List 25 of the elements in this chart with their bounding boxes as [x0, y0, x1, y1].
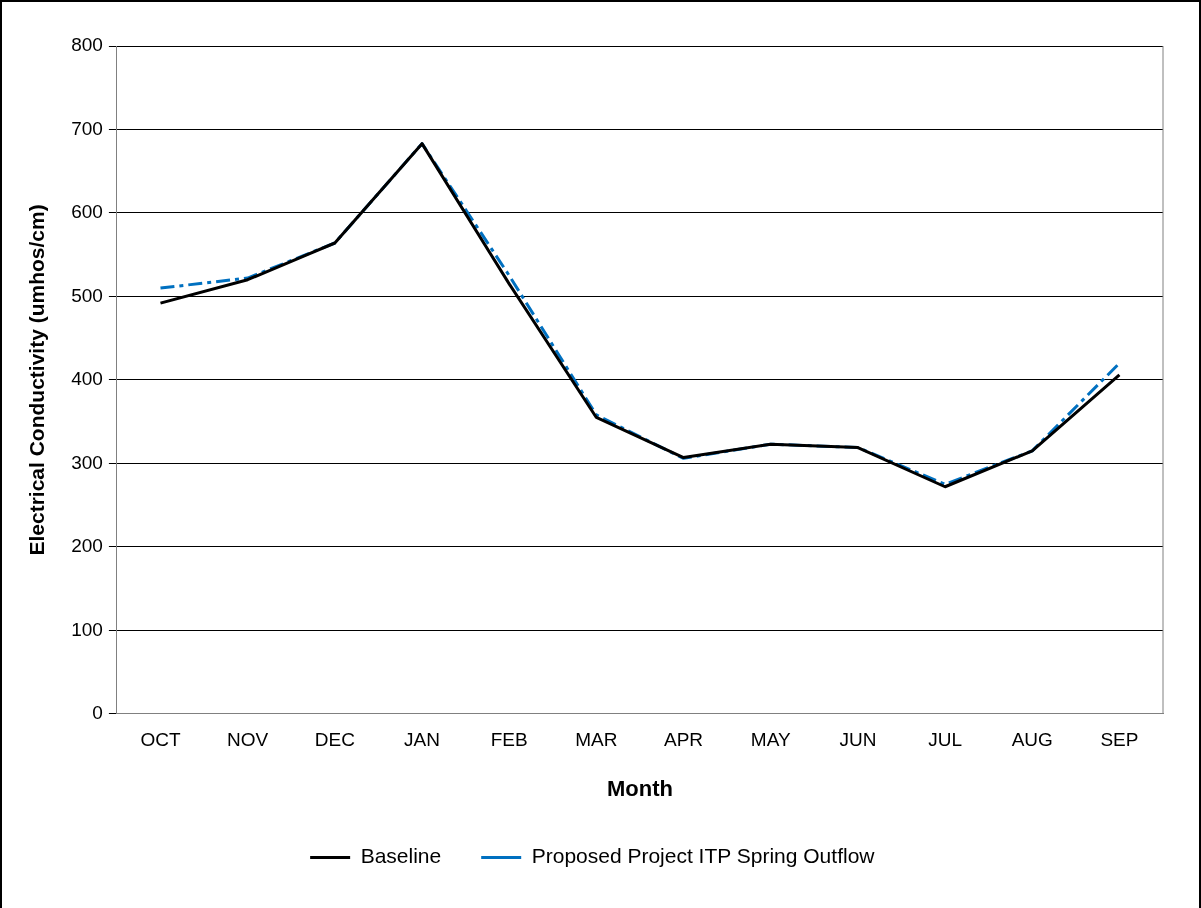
legend-label: Baseline	[360, 844, 442, 868]
x-tick-label: MAY	[750, 729, 791, 751]
x-tick-label: JAN	[404, 729, 440, 751]
x-tick-label: JUL	[928, 729, 962, 751]
x-tick-label: APR	[664, 729, 704, 751]
y-axis-title: Electrical Conductivity (umhos/cm)	[25, 204, 49, 556]
y-tick-label: 600	[71, 201, 103, 223]
legend-label: Proposed Project ITP Spring Outflow	[531, 844, 876, 868]
y-tick-label: 500	[71, 284, 103, 306]
x-axis-title: Month	[606, 775, 673, 801]
y-tick-label: 300	[71, 451, 103, 473]
x-tick-label: NOV	[227, 729, 269, 751]
x-tick-label: DEC	[314, 729, 355, 751]
y-tick-label: 400	[71, 368, 103, 390]
y-tick-label: 700	[71, 117, 103, 139]
y-tick-label: 200	[71, 535, 103, 557]
x-tick-label: OCT	[140, 729, 181, 751]
x-tick-label: SEP	[1100, 729, 1139, 751]
x-tick-label: JUN	[839, 729, 877, 751]
x-tick-label: FEB	[490, 729, 528, 751]
x-tick-label: MAR	[575, 729, 618, 751]
y-tick-label: 800	[71, 34, 103, 56]
y-tick-label: 0	[92, 702, 103, 724]
x-tick-label: AUG	[1011, 729, 1053, 751]
y-tick-label: 100	[71, 618, 103, 640]
